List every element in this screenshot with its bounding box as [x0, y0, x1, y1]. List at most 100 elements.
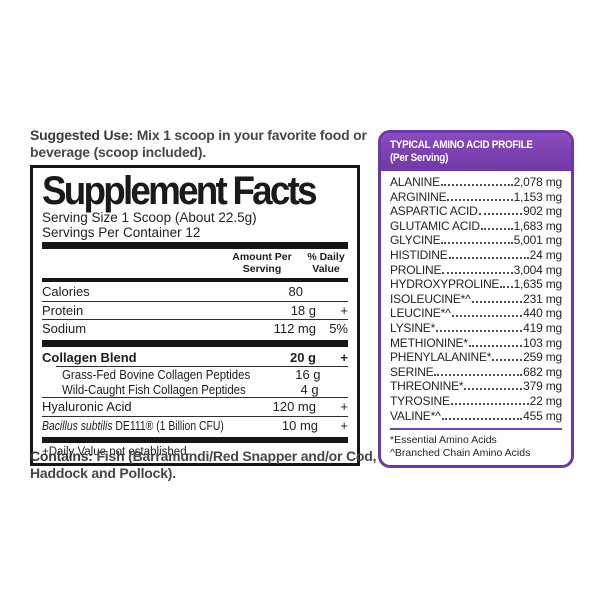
nutrient-name-rest: DE111® (1 Billion CFU)	[112, 417, 224, 433]
divider-thin	[42, 415, 348, 417]
amino-row-proline: PROLINE 3,004 mg	[390, 263, 562, 278]
nutrient-name-text: Bacillus subtilis DE111® (1 Billion CFU)	[42, 417, 224, 433]
branched-chain-footnote: ^Branched Chain Amino Acids	[390, 446, 531, 459]
nutrient-amount: 18 g	[290, 302, 316, 318]
dot-leader	[441, 242, 513, 245]
divider-medium	[42, 278, 348, 282]
row-sodium: Sodium 112 mg 5%	[42, 320, 348, 338]
amino-row-serine: SERINE 682 mg	[390, 365, 562, 380]
divider-thin	[42, 300, 348, 302]
amino-name: METHIONINE*	[390, 335, 468, 350]
nutrient-amount: 4 g	[300, 381, 319, 397]
amino-profile-title: TYPICAL AMINO ACID PROFILE	[390, 139, 533, 151]
dot-leader	[440, 184, 513, 186]
dot-leader	[471, 300, 523, 303]
amino-name: ASPARTIC ACID	[390, 204, 478, 219]
amino-value: 455 mg	[523, 408, 562, 423]
amino-profile-header: TYPICAL AMINO ACID PROFILE (Per Serving)	[381, 133, 571, 171]
nutrient-amount: 120 mg	[272, 399, 316, 414]
amino-value: 682 mg	[523, 364, 562, 379]
serving-size: Serving Size 1 Scoop (About 22.5g)	[42, 210, 257, 225]
nutrient-name: Collagen Blend	[42, 349, 137, 365]
amino-profile-subtitle: (Per Serving)	[390, 152, 449, 164]
nutrient-amount: 16 g	[295, 366, 321, 382]
row-bacillus-subtilis: Bacillus subtilis DE111® (1 Billion CFU)…	[42, 417, 348, 435]
amino-row-hydroxyproline: HYDROXYPROLINE 1,635 mg	[390, 277, 562, 292]
nutrient-name: Protein	[42, 302, 84, 318]
suggested-use-text: Suggested Use: Mix 1 scoop in your favor…	[30, 127, 386, 160]
dot-leader	[478, 213, 523, 216]
nutrient-amount: 10 mg	[281, 417, 319, 433]
nutrient-name: Hyaluronic Acid	[42, 399, 132, 414]
nutrient-name-italic: Bacillus subtilis	[42, 417, 113, 433]
purple-separator	[390, 428, 562, 431]
nutrient-name: Wild-Caught Fish Collagen Peptides	[42, 381, 271, 397]
amino-name: TYROSINE	[390, 393, 450, 408]
amino-value: 419 mg	[523, 320, 562, 335]
dot-leader	[441, 417, 523, 420]
dot-leader	[464, 388, 523, 391]
amino-row-arginine: ARGININE 1,153 mg	[390, 190, 562, 205]
amino-row-aspartic-acid: ASPARTIC ACID 902 mg	[390, 204, 562, 219]
row-protein: Protein 18 g +	[42, 302, 348, 320]
daily-value-footnote: +Daily Value not established.	[42, 446, 190, 458]
nutrient-dv: +	[340, 417, 348, 433]
amino-value: 259 mg	[523, 350, 562, 365]
amino-value: 231 mg	[523, 291, 562, 306]
nutrient-dv: +	[340, 349, 348, 365]
divider-thick	[42, 242, 348, 249]
dot-leader	[468, 344, 523, 347]
amino-row-isoleucine: ISOLEUCINE*^ 231 mg	[390, 292, 562, 307]
nutrient-dv: 5%	[329, 321, 348, 336]
dot-leader	[480, 227, 513, 230]
nutrient-name-text: Wild-Caught Fish Collagen Peptides	[62, 381, 246, 397]
amino-value: 1,635 mg	[513, 277, 563, 292]
dot-leader	[450, 402, 529, 405]
dot-leader	[448, 256, 529, 259]
dot-leader	[447, 198, 513, 201]
amino-name: ISOLEUCINE*^	[390, 291, 471, 306]
row-bovine-collagen: Grass-Fed Bovine Collagen Peptides 16 g	[42, 367, 348, 382]
supplement-facts-panel: Supplement Facts Serving Size 1 Scoop (A…	[30, 165, 360, 466]
amino-name: VALINE*^	[390, 408, 441, 423]
amino-row-histidine: HISTIDINE 24 mg	[390, 248, 562, 263]
dot-leader	[434, 373, 523, 376]
amino-name: ALANINE	[390, 175, 440, 189]
amino-name: GLUTAMIC ACID	[390, 218, 480, 233]
divider-thin	[42, 397, 348, 398]
row-calories: Calories 80	[42, 283, 348, 301]
amino-name: LEUCINE*^	[390, 306, 451, 321]
row-hyaluronic-acid: Hyaluronic Acid 120 mg +	[42, 398, 348, 416]
amino-row-glutamic-acid: GLUTAMIC ACID 1,683 mg	[390, 219, 562, 234]
suggested-use-body: Mix 1 scoop in your favorite food or bev…	[30, 127, 367, 160]
essential-amino-footnote: *Essential Amino Acids	[390, 434, 497, 447]
row-fish-collagen: Wild-Caught Fish Collagen Peptides 4 g	[42, 382, 348, 397]
amino-name: HYDROXYPROLINE	[390, 277, 500, 292]
amino-value: 3,004 mg	[513, 262, 563, 277]
divider-thin	[42, 319, 348, 320]
dot-leader	[442, 271, 513, 274]
amino-value: 24 mg	[529, 247, 563, 262]
amino-row-valine: VALINE*^ 455 mg	[390, 409, 562, 424]
amino-profile-body: ALANINE 2,078 mg ARGININE 1,153 mg ASPAR…	[381, 171, 571, 465]
amino-row-phenylalanine: PHENYLALANINE* 259 mg	[390, 350, 562, 365]
nutrient-name-text: Grass-Fed Bovine Collagen Peptides	[62, 366, 251, 382]
supplement-facts-title: Supplement Facts	[42, 169, 318, 213]
amino-name: THREONINE*	[390, 379, 464, 394]
servings-per-container: Servings Per Container 12	[42, 225, 201, 240]
amino-row-glycine: GLYCINE 5,001 mg	[390, 233, 562, 248]
nutrient-name: Sodium	[42, 321, 87, 336]
amino-row-tyrosine: TYROSINE 22 mg	[390, 394, 562, 409]
contains-label: Contains:	[30, 448, 93, 464]
divider-thin-indented	[56, 366, 348, 367]
row-collagen-blend: Collagen Blend 20 g +	[42, 349, 348, 367]
nutrient-dv: +	[340, 399, 348, 414]
amino-value: 5,001 mg	[513, 233, 563, 248]
column-header-daily-value: % Daily Value	[307, 251, 345, 275]
amino-value: 103 mg	[523, 335, 562, 350]
amino-name: HISTIDINE	[390, 247, 448, 262]
amino-value: 379 mg	[523, 379, 562, 394]
amino-name: LYSINE*	[390, 320, 436, 335]
amino-name: PHENYLALANINE*	[390, 350, 492, 365]
